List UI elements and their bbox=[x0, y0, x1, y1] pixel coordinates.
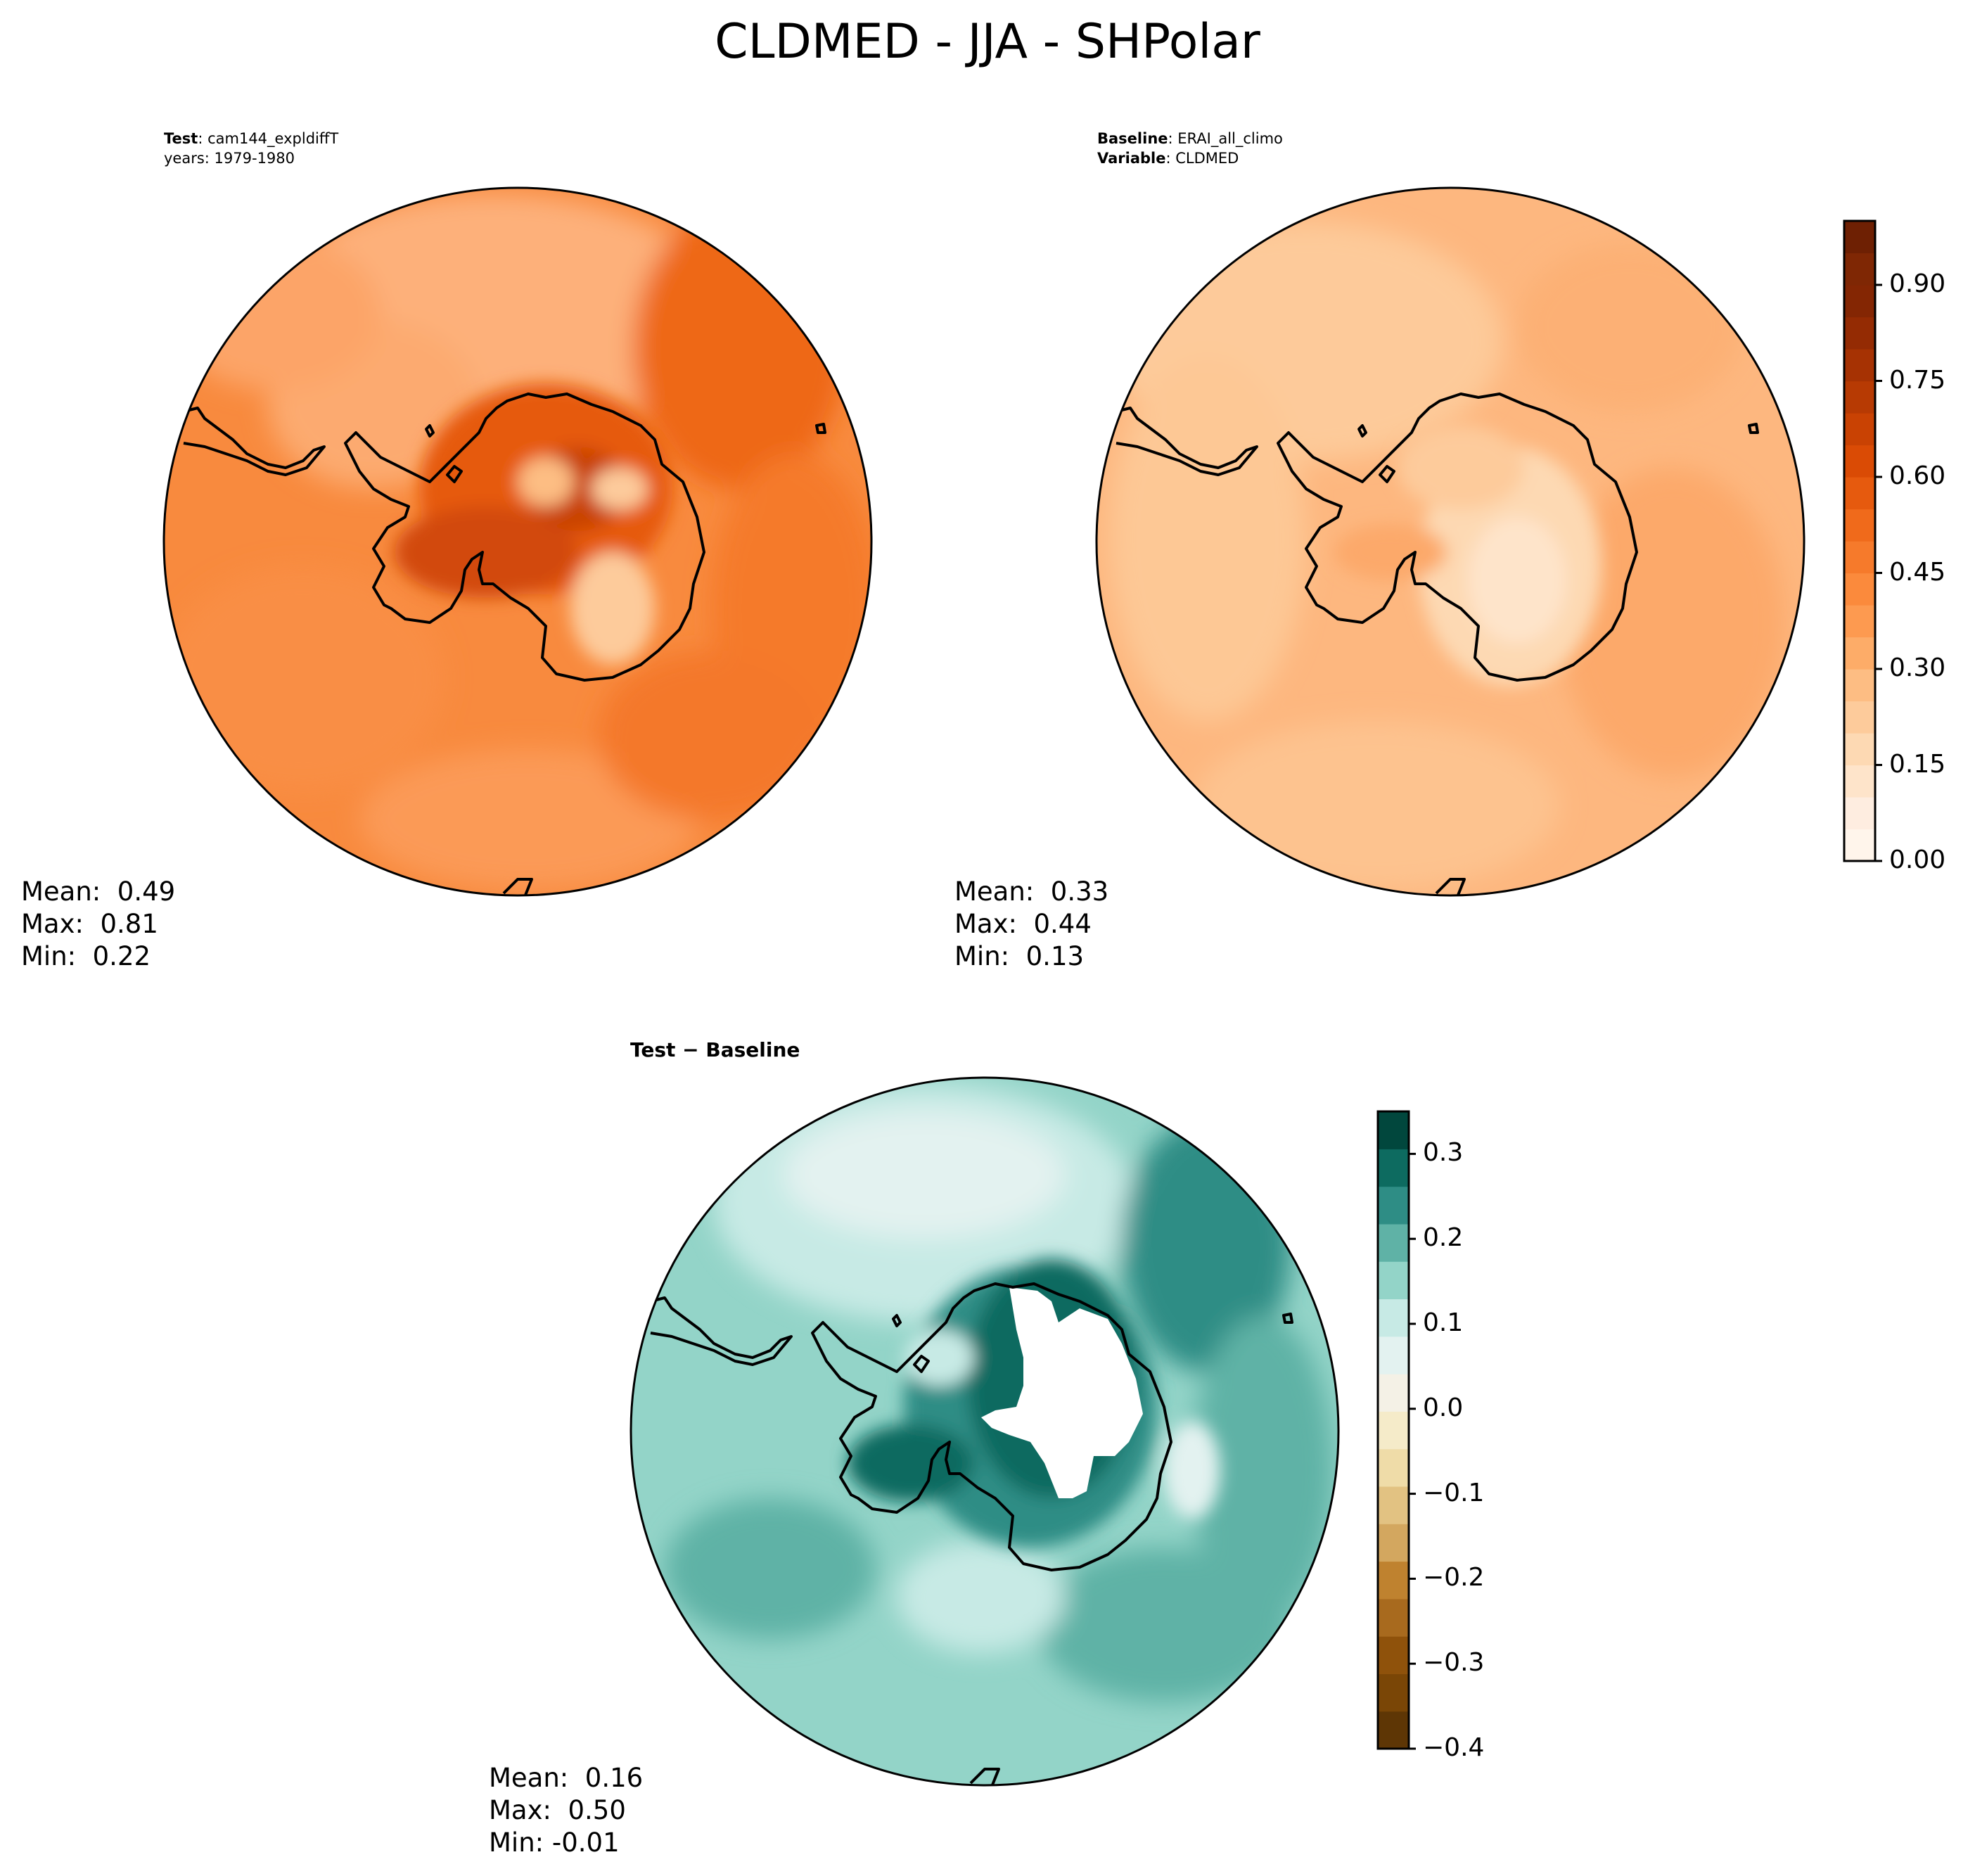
colorbar-segment bbox=[1844, 509, 1875, 542]
test-mean: Mean: 0.49 bbox=[21, 876, 176, 907]
colorbar-segment bbox=[1378, 1598, 1409, 1637]
test-years: years: 1979-1980 bbox=[164, 150, 295, 167]
difference-map bbox=[629, 1076, 1340, 1787]
difference-min: Min: -0.01 bbox=[489, 1827, 620, 1858]
colorbar-segment bbox=[1378, 1711, 1409, 1749]
colorbar-frame bbox=[1843, 219, 1877, 862]
baseline-header: Baseline: ERAI_all_climo Variable: CLDME… bbox=[1097, 130, 1283, 167]
colorbar-frame bbox=[1376, 1110, 1410, 1750]
colorbar-segment bbox=[1844, 317, 1875, 350]
colorbar-segment bbox=[1378, 1298, 1409, 1337]
colorbar-tick-label: 0.2 bbox=[1423, 1223, 1464, 1253]
difference-colorbar bbox=[1376, 1110, 1416, 1750]
colorbar-segment bbox=[1844, 733, 1875, 766]
colorbar-segment bbox=[1378, 1374, 1409, 1412]
colorbar-segment bbox=[1844, 253, 1875, 286]
colorbar-segment bbox=[1844, 445, 1875, 478]
baseline-header-label: Baseline bbox=[1097, 130, 1168, 147]
colorbar-segment bbox=[1378, 1111, 1409, 1149]
test-max: Max: 0.81 bbox=[21, 909, 158, 939]
test-stats: Mean: 0.49 Max: 0.81 Min: 0.22 bbox=[21, 876, 175, 973]
colorbar-segment bbox=[1378, 1448, 1409, 1487]
colorbar-segment bbox=[1844, 669, 1875, 702]
colorbar-tick-label: 0.00 bbox=[1889, 846, 1946, 874]
colorbar-segment bbox=[1378, 1261, 1409, 1300]
colorbar-segment bbox=[1844, 797, 1875, 830]
colorbar-tick-label: 0.3 bbox=[1423, 1138, 1464, 1168]
test-case-name: cam144_expldiffT bbox=[207, 130, 339, 147]
colorbar-segment bbox=[1378, 1636, 1409, 1675]
baseline-max: Max: 0.44 bbox=[954, 909, 1092, 939]
colorbar-segment bbox=[1378, 1561, 1409, 1600]
colorbar-tick-label: 0.1 bbox=[1423, 1308, 1464, 1337]
colorbar-segment bbox=[1844, 573, 1875, 606]
variable-label: Variable bbox=[1097, 150, 1166, 167]
colorbar-segment bbox=[1844, 221, 1875, 254]
colorbar-tick-label: 0.30 bbox=[1889, 653, 1946, 682]
colorbar-segment bbox=[1844, 829, 1875, 862]
figure-title: CLDMED - JJA - SHPolar bbox=[715, 14, 1260, 70]
colorbar-segment bbox=[1844, 349, 1875, 382]
colorbar-tick-label: 0.15 bbox=[1889, 749, 1946, 779]
baseline-map bbox=[1095, 186, 1805, 897]
colorbar-segment bbox=[1844, 285, 1875, 318]
baseline-mean: Mean: 0.33 bbox=[954, 876, 1109, 907]
colorbar-segment bbox=[1378, 1673, 1409, 1712]
colorbar-segment bbox=[1378, 1486, 1409, 1524]
colorbar-segment bbox=[1378, 1411, 1409, 1450]
colorbar-tick-label: 0.0 bbox=[1423, 1393, 1464, 1422]
colorbar-segment bbox=[1844, 765, 1875, 798]
test-header: Test: cam144_expldiffT years: 1979-1980 bbox=[164, 130, 339, 167]
colorbar-segment bbox=[1378, 1524, 1409, 1562]
colorbar-tick-label: −0.4 bbox=[1423, 1733, 1485, 1762]
main-colorbar bbox=[1843, 219, 1882, 862]
colorbar-segment bbox=[1844, 605, 1875, 638]
colorbar-tick-label: 0.75 bbox=[1889, 365, 1946, 395]
colorbar-tick-label: 0.90 bbox=[1889, 269, 1946, 298]
difference-max: Max: 0.50 bbox=[489, 1795, 626, 1825]
colorbar-segment bbox=[1844, 637, 1875, 670]
colorbar-tick-label: −0.1 bbox=[1423, 1478, 1485, 1507]
difference-stats: Mean: 0.16 Max: 0.50 Min: -0.01 bbox=[489, 1762, 643, 1859]
colorbar-segment bbox=[1844, 477, 1875, 510]
colorbar-segment bbox=[1844, 413, 1875, 446]
colorbar-segment bbox=[1378, 1223, 1409, 1262]
baseline-stats: Mean: 0.33 Max: 0.44 Min: 0.13 bbox=[954, 876, 1108, 973]
baseline-min: Min: 0.13 bbox=[954, 941, 1085, 971]
test-header-label: Test bbox=[164, 130, 198, 147]
difference-mean: Mean: 0.16 bbox=[489, 1763, 644, 1793]
colorbar-segment bbox=[1378, 1149, 1409, 1187]
colorbar-tick-label: −0.3 bbox=[1423, 1648, 1485, 1678]
colorbar-tick-label: 0.60 bbox=[1889, 461, 1946, 490]
test-map bbox=[162, 186, 873, 897]
variable-name: CLDMED bbox=[1175, 150, 1239, 167]
baseline-case-name: ERAI_all_climo bbox=[1177, 130, 1283, 147]
colorbar-tick-label: 0.45 bbox=[1889, 557, 1946, 587]
colorbar-segment bbox=[1844, 381, 1875, 414]
difference-header: Test − Baseline bbox=[630, 1038, 800, 1061]
colorbar-tick-label: −0.2 bbox=[1423, 1563, 1485, 1593]
colorbar-segment bbox=[1378, 1336, 1409, 1374]
colorbar-segment bbox=[1378, 1186, 1409, 1225]
test-min: Min: 0.22 bbox=[21, 941, 151, 971]
colorbar-segment bbox=[1844, 701, 1875, 734]
colorbar-segment bbox=[1844, 541, 1875, 574]
